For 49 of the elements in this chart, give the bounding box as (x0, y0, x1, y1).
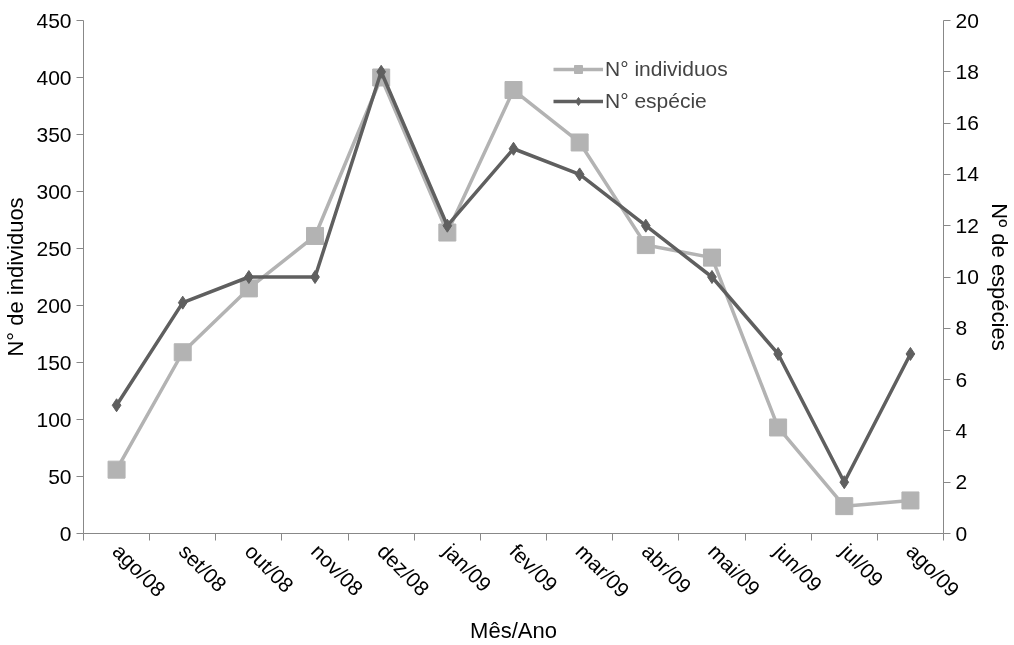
point (769, 418, 788, 437)
point (574, 167, 585, 182)
point (376, 64, 387, 79)
point (107, 460, 126, 479)
y2-tick-label: 4 (955, 418, 968, 442)
y-tick-label: 200 (36, 293, 72, 317)
y-tick-label: 400 (36, 65, 72, 89)
y-tick-label: 300 (36, 179, 72, 203)
point (905, 346, 916, 361)
point (239, 279, 258, 298)
point (839, 475, 850, 490)
point (504, 81, 523, 100)
point (570, 133, 589, 152)
y-tick-label: 250 (36, 236, 72, 260)
y2-tick-label: 18 (955, 59, 979, 83)
point (244, 270, 254, 284)
legend-label: N° espécie (605, 89, 707, 113)
point (640, 218, 651, 233)
x-axis-title: Mês/Ano (470, 617, 557, 643)
y-tick-label: 450 (36, 8, 72, 32)
y-tick-label: 100 (36, 407, 72, 431)
y-tick-label: 350 (36, 122, 72, 146)
point (901, 491, 920, 510)
y2-tick-label: 6 (955, 367, 968, 391)
y2-axis-title: Nº de espécies (986, 203, 1012, 351)
point (306, 226, 325, 245)
point (310, 270, 320, 284)
y2-tick-label: 10 (955, 265, 979, 288)
y-tick-label: 50 (48, 464, 72, 488)
point (442, 218, 453, 233)
point (177, 295, 188, 310)
y2-tick-label: 2 (955, 470, 968, 494)
point (173, 343, 192, 362)
y2-tick-label: 20 (955, 8, 979, 32)
y-tick-label: 150 (36, 350, 72, 374)
y2-tick-label: 12 (955, 213, 979, 237)
y-axis-title: N° de individuos (3, 197, 29, 357)
point (702, 248, 721, 267)
y-tick-label: 0 (59, 521, 72, 545)
y2-tick-label: 8 (955, 316, 968, 340)
point (835, 497, 854, 516)
point (636, 236, 655, 255)
legend-label: N° individuos (605, 57, 728, 81)
point (111, 398, 122, 413)
y2-tick-label: 0 (955, 521, 968, 545)
y2-tick-label: 16 (955, 111, 979, 135)
point (508, 141, 519, 156)
y2-tick-label: 14 (955, 162, 980, 186)
point (707, 270, 717, 284)
